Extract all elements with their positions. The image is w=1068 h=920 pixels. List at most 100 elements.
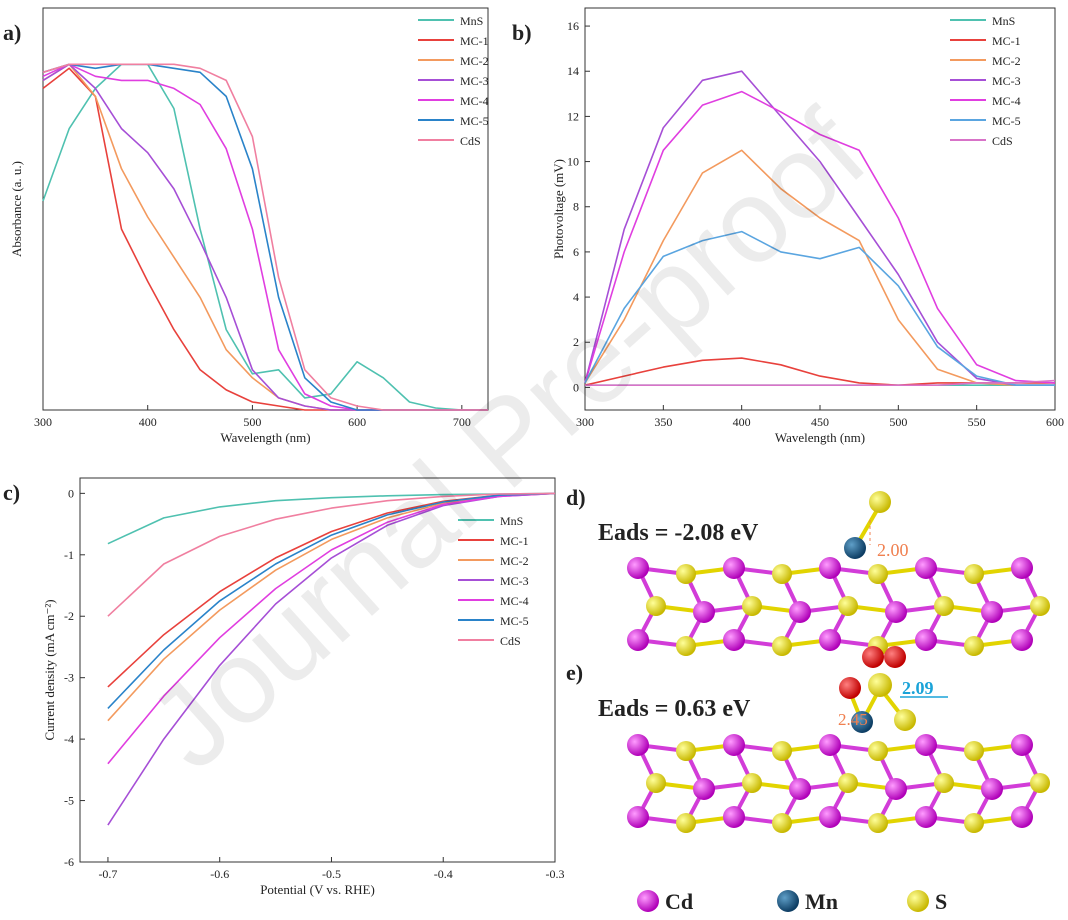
x-tick-label: 500 [243, 415, 261, 429]
legend-label: MC-3 [500, 574, 529, 588]
data-line [43, 64, 488, 410]
atom [627, 806, 649, 828]
atom [819, 557, 841, 579]
atom [693, 778, 715, 800]
atom [676, 564, 696, 584]
atom [819, 734, 841, 756]
atom [723, 734, 745, 756]
atom [627, 734, 649, 756]
atom [934, 596, 954, 616]
x-tick-label: -0.4 [434, 867, 453, 881]
atom [676, 636, 696, 656]
data-line [43, 64, 488, 410]
atom [915, 557, 937, 579]
bond-length: 2.00 [877, 540, 909, 560]
atom [772, 636, 792, 656]
atom [637, 890, 659, 912]
legend-label: MC-5 [992, 114, 1021, 128]
atom [789, 778, 811, 800]
legend-label: CdS [500, 634, 521, 648]
y-tick-label: 14 [567, 64, 579, 78]
x-tick-label: -0.7 [98, 867, 117, 881]
atom [964, 813, 984, 833]
atom [1011, 629, 1033, 651]
atom [868, 813, 888, 833]
atom [934, 773, 954, 793]
atom [772, 741, 792, 761]
atom [915, 734, 937, 756]
atom [981, 778, 1003, 800]
y-tick-label: -2 [64, 609, 74, 623]
y-tick-label: 10 [567, 155, 579, 169]
atom [789, 601, 811, 623]
atom [772, 564, 792, 584]
energy-label: Eads = -2.08 eV [598, 520, 759, 546]
atom [868, 741, 888, 761]
data-line [43, 64, 488, 410]
legend-label: MnS [992, 14, 1015, 28]
atom [627, 557, 649, 579]
atom [839, 677, 861, 699]
atom [862, 646, 884, 668]
legend-label: MnS [460, 14, 483, 28]
x-axis-label: Potential (V vs. RHE) [260, 882, 375, 897]
y-tick-label: -1 [64, 548, 74, 562]
atom [693, 601, 715, 623]
legend-label: MC-1 [460, 34, 489, 48]
y-tick-label: -4 [64, 732, 74, 746]
atom [777, 890, 799, 912]
atom [819, 629, 841, 651]
legend-label: CdS [460, 134, 481, 148]
atom [838, 773, 858, 793]
legend-label: MC-3 [460, 74, 489, 88]
atom [742, 773, 762, 793]
legend-label: MC-1 [992, 34, 1021, 48]
atom [964, 636, 984, 656]
legend-label: MC-5 [460, 114, 489, 128]
y-tick-label: 0 [68, 486, 74, 500]
atom [627, 629, 649, 651]
energy-label: Eads = 0.63 eV [598, 696, 751, 722]
legend-label: CdS [992, 134, 1013, 148]
x-axis-label: Wavelength (nm) [220, 430, 310, 445]
x-tick-label: 350 [654, 415, 672, 429]
panel-label: c) [3, 480, 20, 505]
y-tick-label: -5 [64, 794, 74, 808]
atom [915, 806, 937, 828]
atom [1011, 806, 1033, 828]
panel-label: a) [3, 20, 21, 45]
x-tick-label: 500 [889, 415, 907, 429]
atom [1030, 596, 1050, 616]
panel-label: b) [512, 20, 532, 45]
y-axis-label: Current density (mA cm⁻²) [42, 599, 57, 740]
panel-label: d) [566, 485, 586, 510]
atom [1030, 773, 1050, 793]
atom [646, 773, 666, 793]
atom [723, 629, 745, 651]
legend-label: MC-2 [500, 554, 529, 568]
atom [868, 564, 888, 584]
legend-label: MC-4 [460, 94, 489, 108]
x-axis-label: Wavelength (nm) [775, 430, 865, 445]
legend-label: MC-1 [500, 534, 529, 548]
structures: d)Eads = -2.08 eV2.00e)Eads = 0.63 eV2.0… [566, 485, 1050, 914]
x-tick-label: 550 [968, 415, 986, 429]
x-tick-label: -0.5 [322, 867, 341, 881]
bond-length: 2.45 [838, 710, 868, 729]
atom [868, 673, 892, 697]
atom [723, 557, 745, 579]
atom [885, 778, 907, 800]
data-line [43, 64, 488, 410]
x-tick-label: -0.6 [210, 867, 229, 881]
atom [723, 806, 745, 828]
legend-label: MC-5 [500, 614, 529, 628]
atom [676, 741, 696, 761]
atom-legend-label: S [935, 889, 947, 914]
atom [981, 601, 1003, 623]
atom [964, 741, 984, 761]
atom [772, 813, 792, 833]
atom [742, 596, 762, 616]
y-axis-label: Absorbance (a. u.) [9, 161, 24, 257]
atom [894, 709, 916, 731]
x-tick-label: 400 [139, 415, 157, 429]
